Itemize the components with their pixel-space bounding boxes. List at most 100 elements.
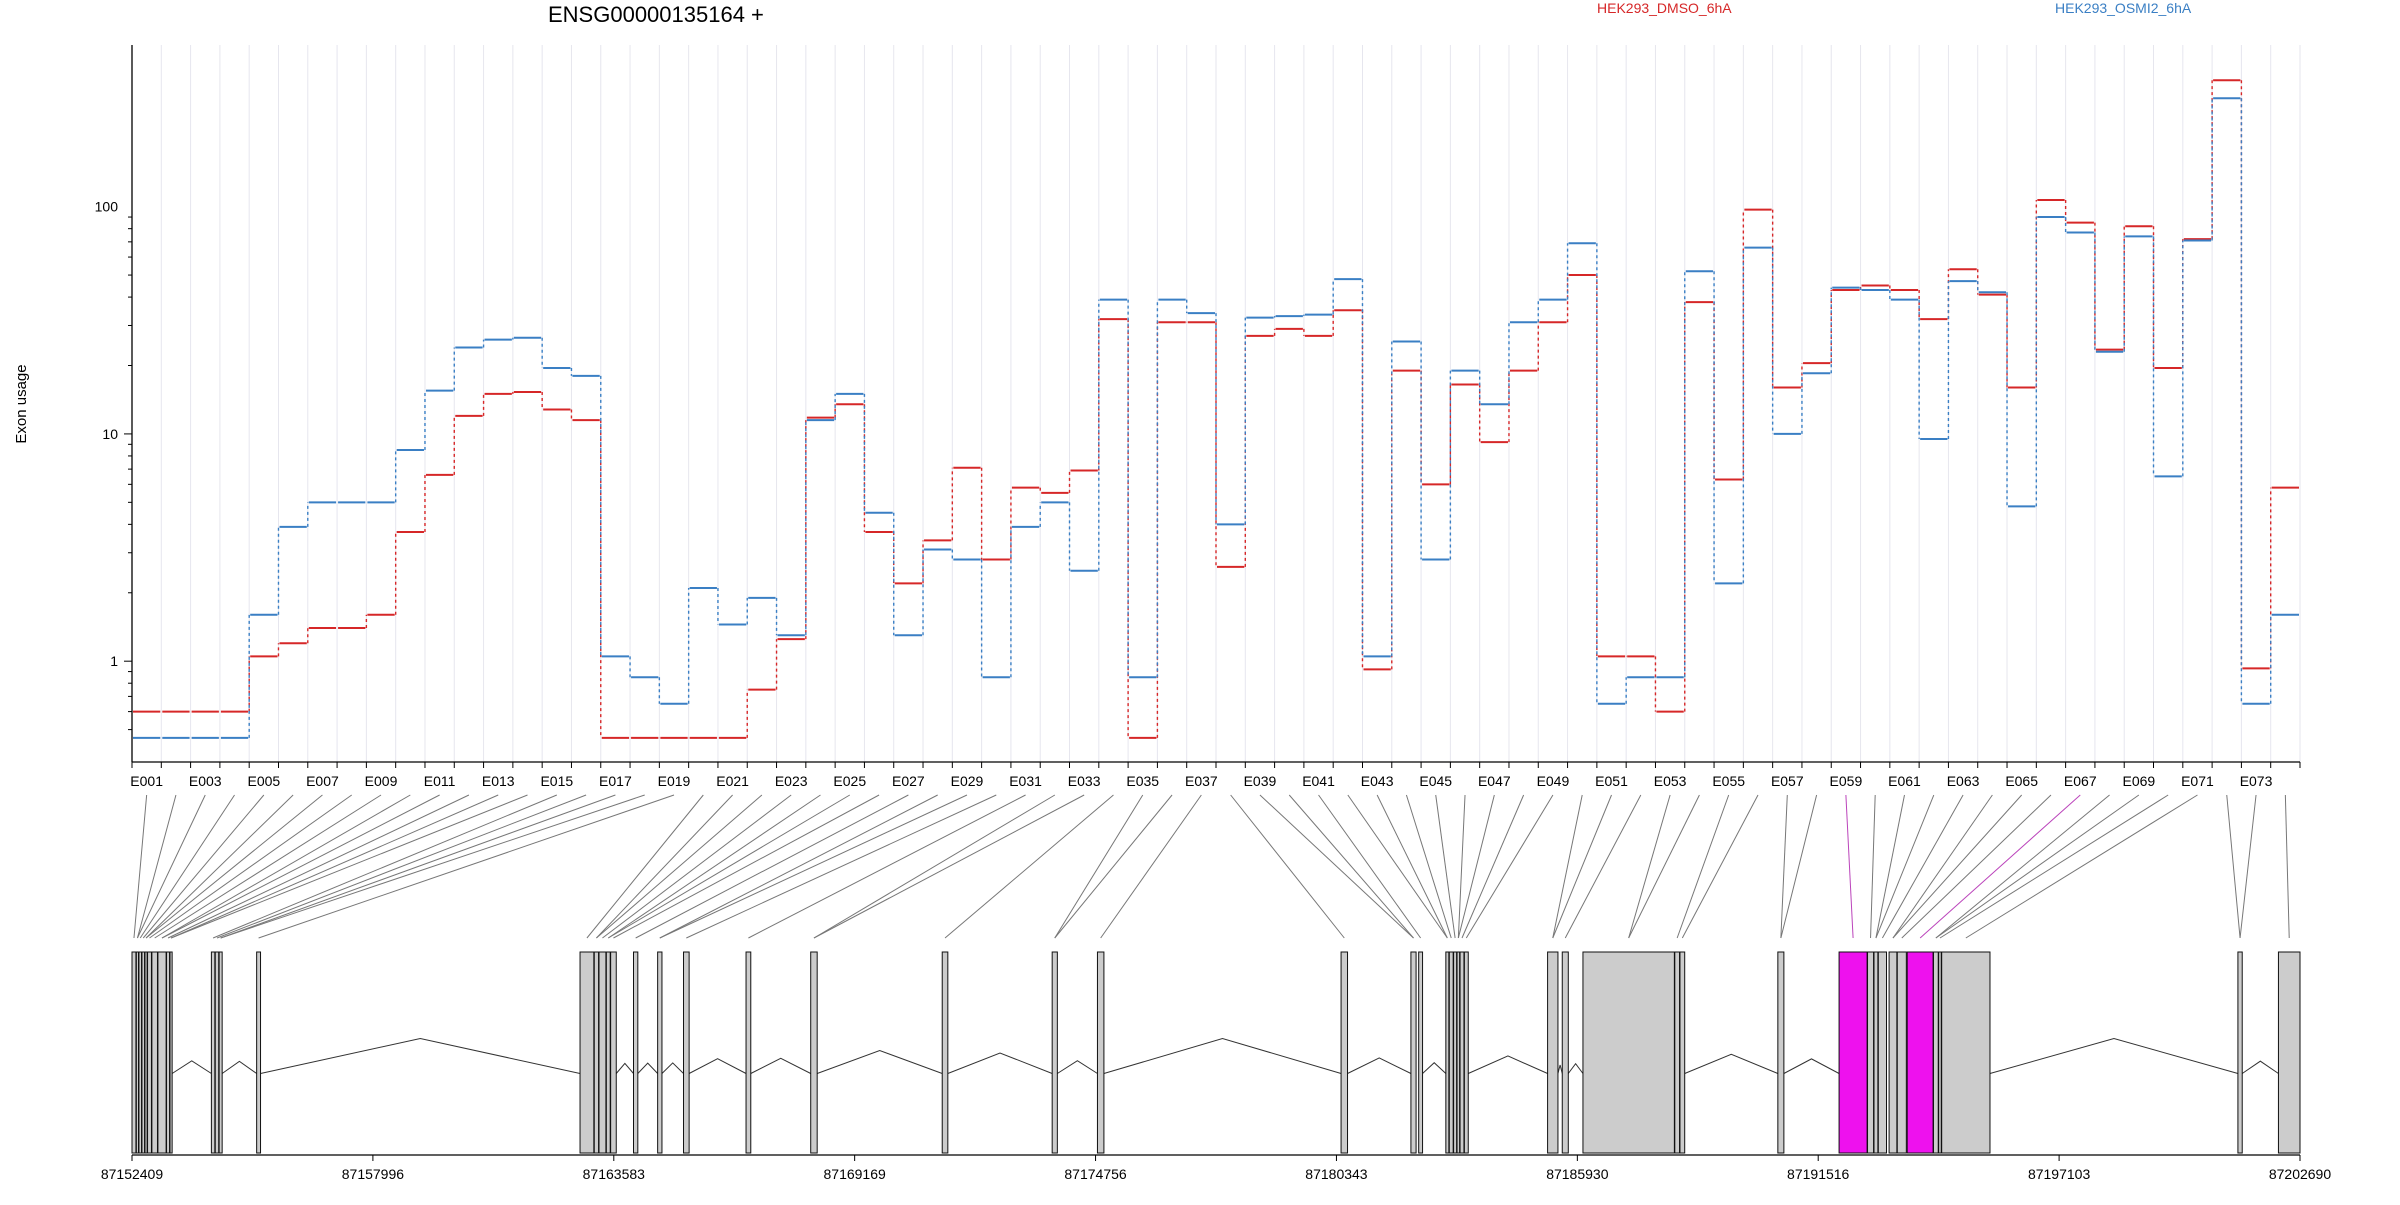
x-tick-label: E039 — [1244, 773, 1277, 789]
x-tick-label: E017 — [599, 773, 632, 789]
exon-box — [1418, 951, 1424, 1154]
x-tick-label: E029 — [951, 773, 984, 789]
exon-box — [1561, 951, 1569, 1154]
intron-line — [1989, 1037, 2239, 1074]
exon-box — [256, 951, 262, 1154]
exon-connector — [602, 794, 792, 939]
exon-box — [683, 951, 690, 1154]
exon-connector — [1259, 794, 1414, 939]
exon-connector — [659, 794, 968, 939]
exon-box-highlighted — [1906, 951, 1934, 1154]
exon-box-highlighted — [1838, 951, 1868, 1154]
y-tick-label: 100 — [95, 199, 119, 215]
exon-connector — [608, 794, 851, 939]
x-tick-label: E027 — [892, 773, 925, 789]
x-tick-label: E055 — [1712, 773, 1745, 789]
exon-connector — [161, 794, 411, 939]
x-tick-label: E021 — [716, 773, 749, 789]
exon-connector — [1892, 794, 2023, 939]
exon-connector — [145, 794, 294, 939]
exon-connector — [1935, 794, 2140, 939]
intron-line — [1567, 1062, 1584, 1074]
exon-box — [1096, 951, 1105, 1154]
exon-connector — [1230, 794, 1345, 939]
exon-box — [810, 951, 818, 1154]
x-tick-label: E009 — [365, 773, 398, 789]
exon-connector — [1935, 794, 2110, 939]
exon-connector — [1054, 794, 1144, 939]
intron-line — [688, 1058, 747, 1074]
exon-box — [144, 951, 148, 1154]
exon-box — [1877, 951, 1888, 1154]
exon-connector — [170, 794, 528, 939]
intron-line — [1103, 1037, 1342, 1074]
legend-label-osmi2: HEK293_OSMI2_6hA — [2055, 0, 2192, 16]
intron-line — [1057, 1060, 1098, 1074]
gene-model: 87152409 87157996 87163583 87169169 87174756… — [101, 951, 2331, 1182]
coordinate-label: 87180343 — [1305, 1166, 1368, 1182]
exon-connector — [1405, 794, 1452, 939]
exon-box — [210, 951, 216, 1154]
exon-connector — [1288, 794, 1414, 939]
exon-connector — [1780, 794, 1818, 939]
exon-connector — [1780, 794, 1788, 939]
exon-box — [593, 951, 600, 1154]
coordinate-label: 87163583 — [583, 1166, 646, 1182]
exon-connector — [220, 794, 645, 939]
exon-box — [1873, 951, 1879, 1154]
exon-box — [2237, 951, 2243, 1154]
exon-box — [214, 951, 220, 1154]
exon-box — [138, 951, 143, 1154]
exon-connector — [2239, 794, 2257, 939]
exon-connector — [1875, 794, 1905, 939]
exon-connector — [1552, 794, 1612, 939]
exon-box — [2277, 951, 2301, 1154]
x-tick-label: E013 — [482, 773, 515, 789]
plot-axes: 1 10 100 E001 E003 E005 E007 E009 E011 E013 E015 E0… — [95, 45, 2301, 789]
exon-connector — [1628, 794, 1700, 939]
exon-box — [1448, 951, 1454, 1154]
x-tick-label: E049 — [1537, 773, 1570, 789]
exon-box — [1340, 951, 1349, 1154]
x-tick-label: E037 — [1185, 773, 1218, 789]
exon-box — [1547, 951, 1559, 1154]
intron-line — [1557, 1064, 1563, 1074]
exon-connector — [586, 794, 704, 939]
exon-connector — [1870, 794, 1876, 939]
exon-box — [598, 951, 607, 1154]
exon-connector — [1457, 794, 1495, 939]
intron-line — [1783, 1058, 1840, 1074]
exon-connector — [1875, 794, 1935, 939]
exon-box — [1679, 951, 1686, 1154]
intron-line — [1422, 1062, 1447, 1074]
exon-connector — [145, 794, 323, 939]
exon-box — [166, 951, 171, 1154]
exon-connector — [1100, 794, 1202, 939]
exon-connectors — [133, 794, 2290, 939]
exon-connector — [635, 794, 909, 939]
exon-connector — [596, 794, 733, 939]
exon-connector — [1881, 794, 1964, 939]
exon-box — [169, 951, 173, 1154]
exon-connector — [1465, 794, 1554, 939]
exon-connector — [607, 794, 821, 939]
exon-box — [1459, 951, 1465, 1154]
exon-connector — [1564, 794, 1642, 939]
exon-connector — [1435, 794, 1456, 939]
exon-connector — [1461, 794, 1525, 939]
exon-box — [610, 951, 617, 1154]
exon-box — [941, 951, 949, 1154]
x-tick-label: E031 — [1009, 773, 1042, 789]
intron-line — [947, 1052, 1053, 1074]
exon-connector — [944, 794, 1114, 939]
exon-connector — [1318, 794, 1422, 939]
x-tick-label: E069 — [2123, 773, 2156, 789]
intron-line — [1684, 1053, 1779, 1074]
x-tick-label: E071 — [2181, 773, 2214, 789]
intron-line — [637, 1062, 659, 1074]
exon-box — [1932, 951, 1939, 1154]
x-tick-label: E057 — [1771, 773, 1804, 789]
exon-connector — [258, 794, 675, 939]
coordinate-label: 87152409 — [101, 1166, 164, 1182]
